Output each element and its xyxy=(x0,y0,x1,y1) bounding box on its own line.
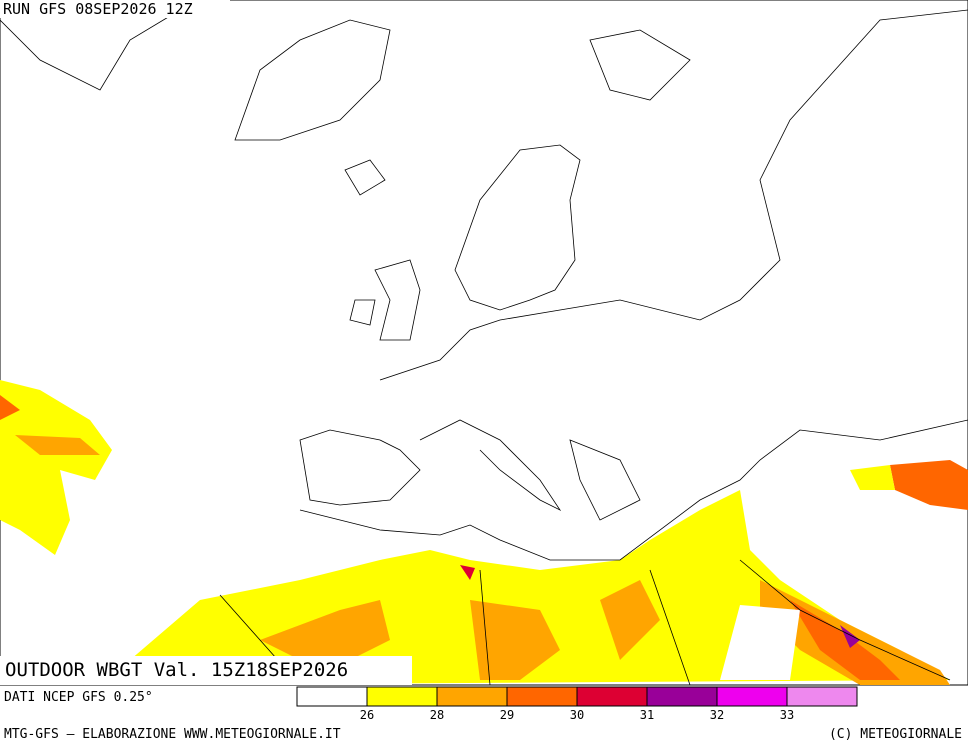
colorbar-bin xyxy=(366,686,438,707)
run-box xyxy=(0,0,230,18)
colorbar-label: 29 xyxy=(500,708,514,722)
footer-right: (C) METEOGIORNALE xyxy=(829,727,962,742)
run-label: RUN GFS 08SEP2026 12Z xyxy=(3,0,193,18)
colorbar-bin xyxy=(296,686,368,707)
title-box xyxy=(0,656,412,685)
colorbar-label: 33 xyxy=(780,708,794,722)
source-label: DATI NCEP GFS 0.25° xyxy=(4,690,153,705)
colorbar-label: 30 xyxy=(570,708,584,722)
colorbar-bin xyxy=(576,686,648,707)
colorbar-label: 32 xyxy=(710,708,724,722)
coastlines xyxy=(0,9,968,686)
footer-left: MTG-GFS — ELABORAZIONE WWW.METEOGIORNALE… xyxy=(4,727,341,742)
colorbar-label: 26 xyxy=(360,708,374,722)
colorbar-label: 28 xyxy=(430,708,444,722)
colorbar-bin xyxy=(506,686,578,707)
colorbar-bin xyxy=(786,686,858,707)
colorbar-bin xyxy=(646,686,718,707)
colorbar-bin xyxy=(436,686,508,707)
map-title: OUTDOOR WBGT Val. 15Z18SEP2026 xyxy=(5,659,348,681)
colorbar-label: 31 xyxy=(640,708,654,722)
colorbar-bin xyxy=(716,686,788,707)
map: OUTDOOR WBGT Val. 15Z18SEP2026 RUN GFS 0… xyxy=(0,0,968,686)
colorbar: 26 28 29 30 31 32 33 xyxy=(296,686,858,722)
